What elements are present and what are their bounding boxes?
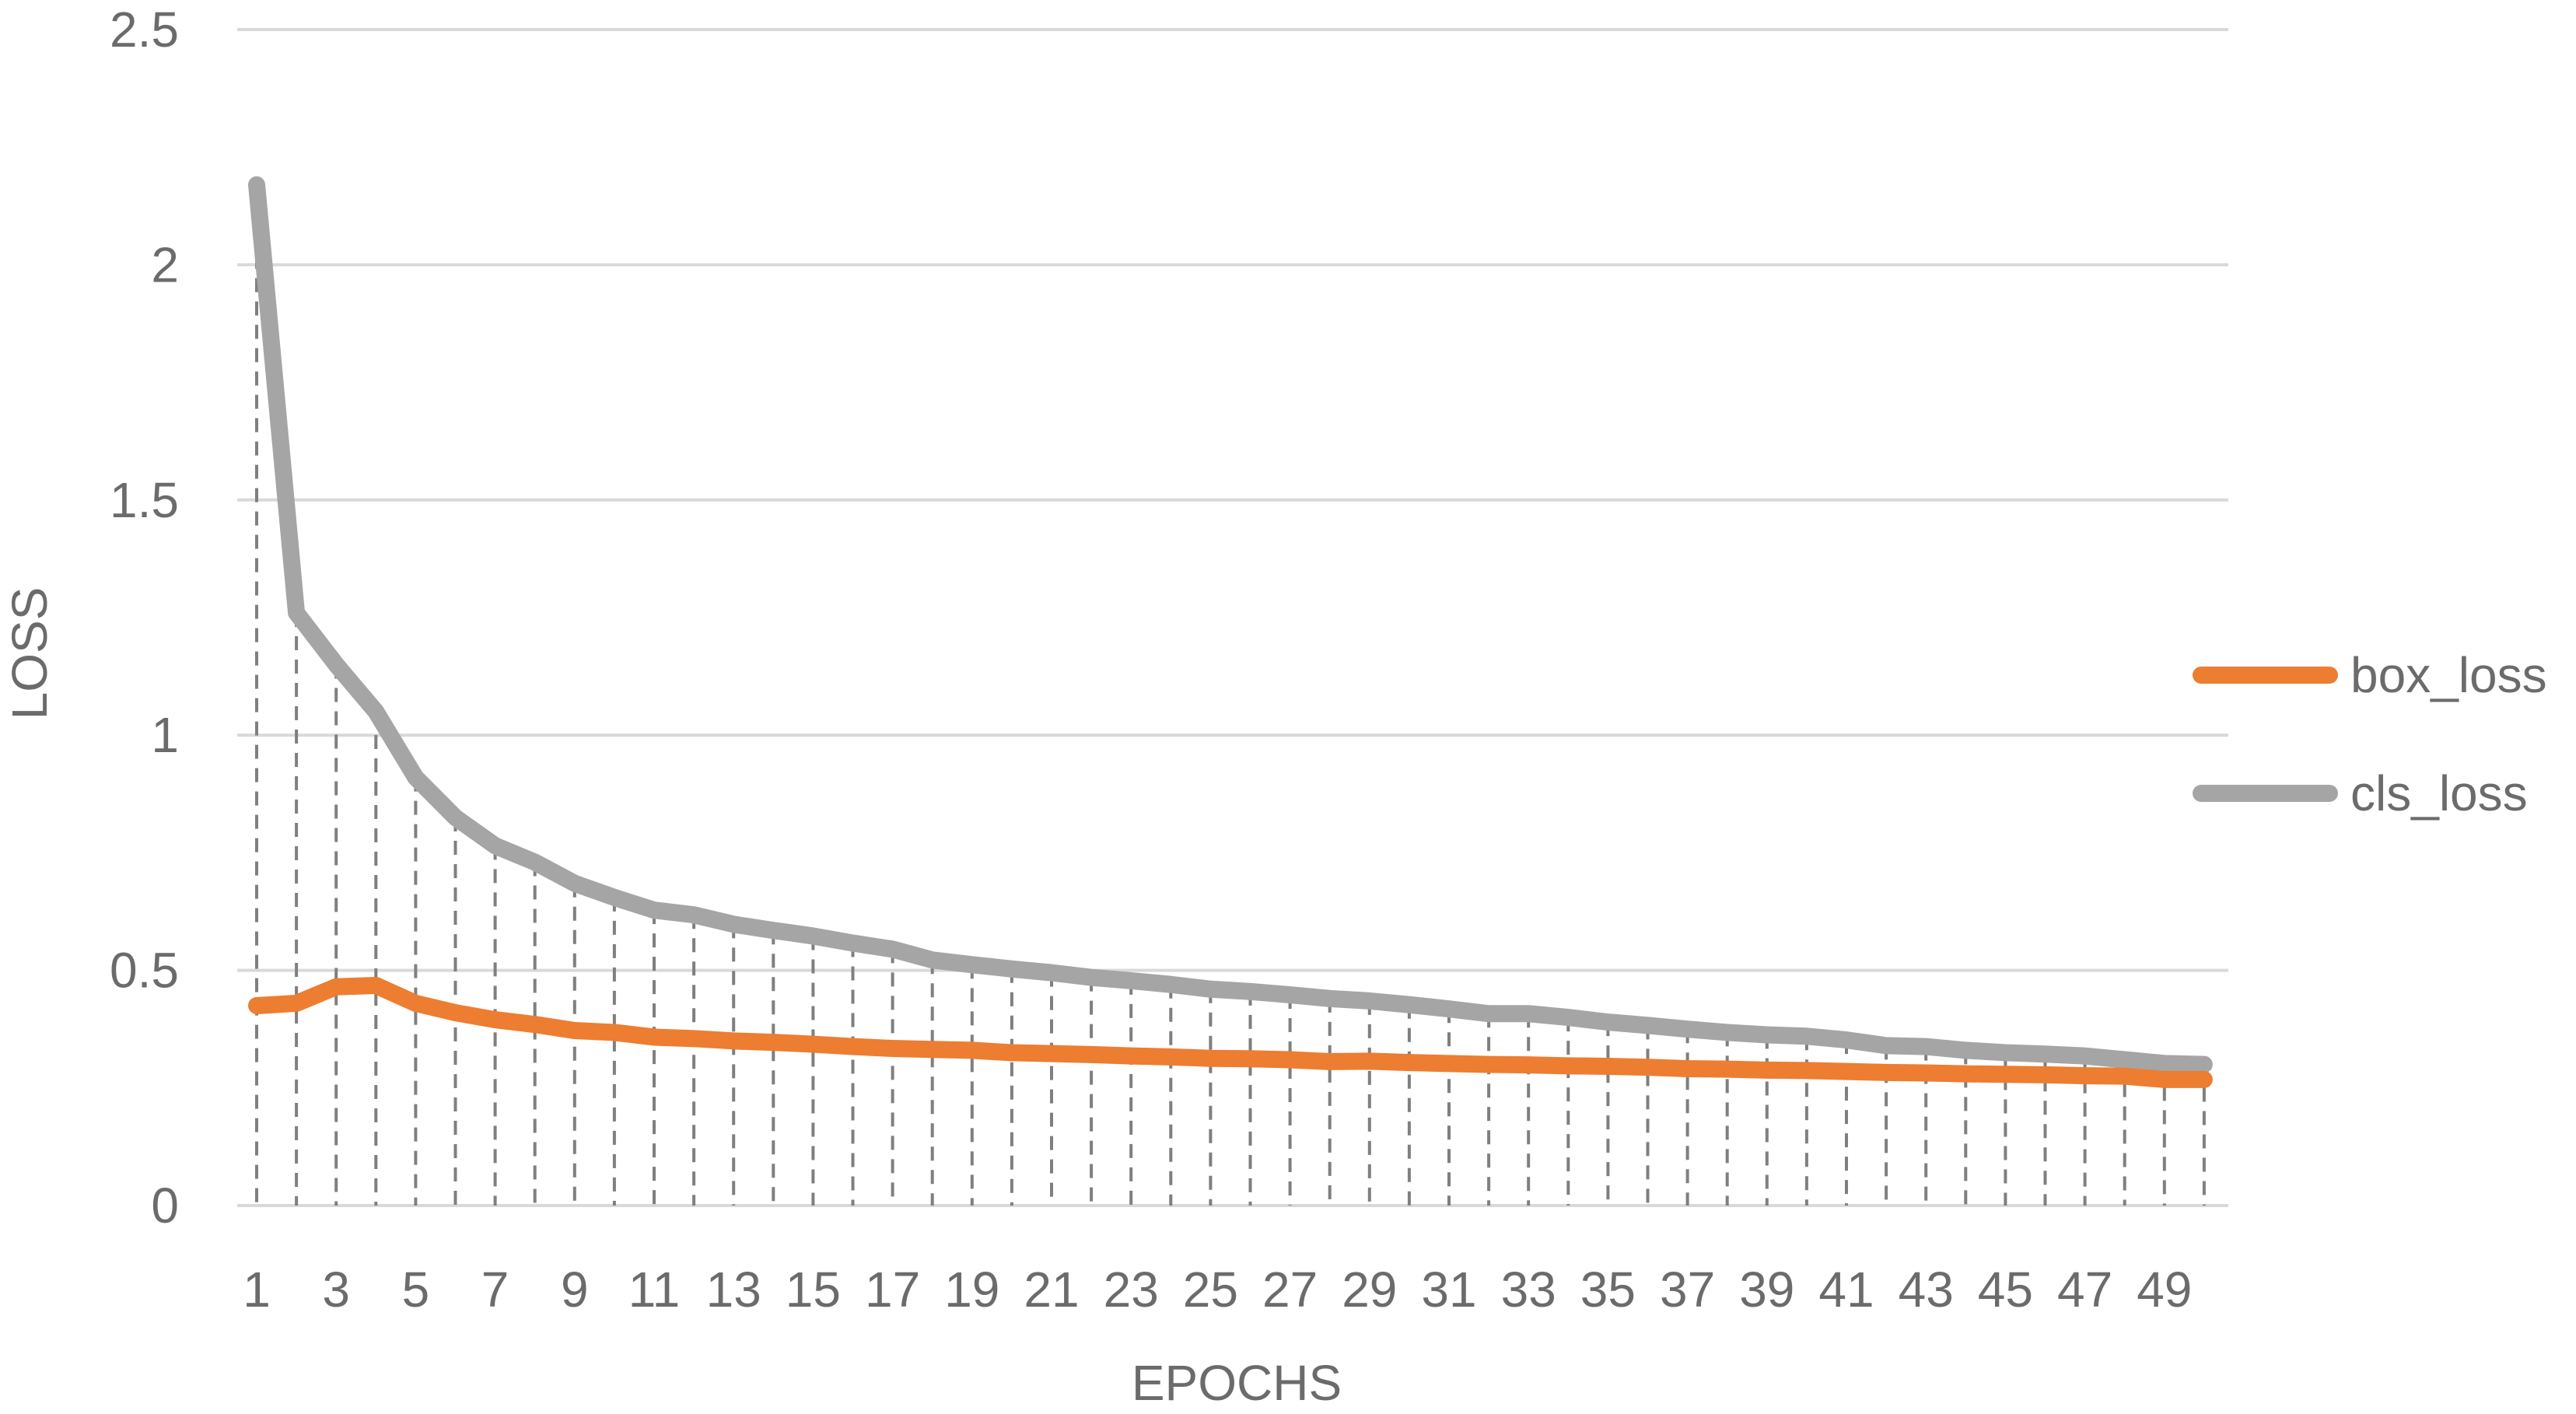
x-tick-label: 11 xyxy=(628,1262,680,1318)
x-tick-label: 41 xyxy=(1818,1262,1874,1318)
x-tick-label: 37 xyxy=(1660,1262,1715,1318)
x-tick-label: 1 xyxy=(243,1262,271,1318)
y-axis-tick-labels: 0 0.5 1 1.5 2 2.5 xyxy=(110,2,179,1234)
x-tick-label: 3 xyxy=(322,1262,350,1318)
legend: box_loss cls_loss xyxy=(2193,647,2547,821)
x-tick-label: 13 xyxy=(706,1262,761,1318)
x-tick-label: 47 xyxy=(2057,1262,2112,1318)
x-axis-title: EPOCHS xyxy=(1132,1355,1342,1411)
x-tick-label: 29 xyxy=(1342,1262,1397,1318)
x-tick-label: 5 xyxy=(402,1262,430,1318)
y-tick-label: 2.5 xyxy=(110,2,179,58)
x-tick-label: 31 xyxy=(1421,1262,1476,1318)
x-tick-label: 19 xyxy=(944,1262,999,1318)
series-line-cls-loss xyxy=(248,176,2213,1073)
x-tick-label: 15 xyxy=(786,1262,841,1318)
y-tick-label: 1 xyxy=(151,707,179,763)
legend-label: cls_loss xyxy=(2350,765,2528,821)
x-tick-label: 39 xyxy=(1739,1262,1794,1318)
x-tick-label: 25 xyxy=(1183,1262,1238,1318)
x-tick-label: 43 xyxy=(1899,1262,1954,1318)
x-tick-label: 17 xyxy=(865,1262,920,1318)
x-axis-tick-labels: 1 3 5 7 9 11 13 15 17 19 21 23 25 27 29 31 33 35 37 39 41 43 4… xyxy=(243,1262,2192,1318)
series-lines xyxy=(248,176,2213,1088)
drop-lines xyxy=(255,184,2206,1206)
y-tick-label: 1.5 xyxy=(110,472,179,528)
x-tick-label: 7 xyxy=(481,1262,509,1318)
x-tick-label: 45 xyxy=(1978,1262,2033,1318)
x-tick-label: 33 xyxy=(1501,1262,1556,1318)
y-tick-label: 0.5 xyxy=(110,943,179,999)
x-tick-label: 27 xyxy=(1262,1262,1318,1318)
y-axis-title: LOSS xyxy=(2,587,58,720)
y-tick-label: 0 xyxy=(151,1178,179,1234)
x-tick-label: 21 xyxy=(1024,1262,1079,1318)
series-line-box-loss xyxy=(248,976,2213,1088)
y-tick-label: 2 xyxy=(151,236,179,292)
x-tick-label: 9 xyxy=(561,1262,589,1318)
gridlines xyxy=(237,28,2228,1207)
x-tick-label: 49 xyxy=(2137,1262,2192,1318)
x-tick-label: 23 xyxy=(1104,1262,1159,1318)
x-tick-label: 35 xyxy=(1580,1262,1636,1318)
legend-item-box-loss: box_loss xyxy=(2193,647,2547,703)
legend-item-cls-loss: cls_loss xyxy=(2193,765,2528,821)
legend-label: box_loss xyxy=(2350,647,2547,703)
